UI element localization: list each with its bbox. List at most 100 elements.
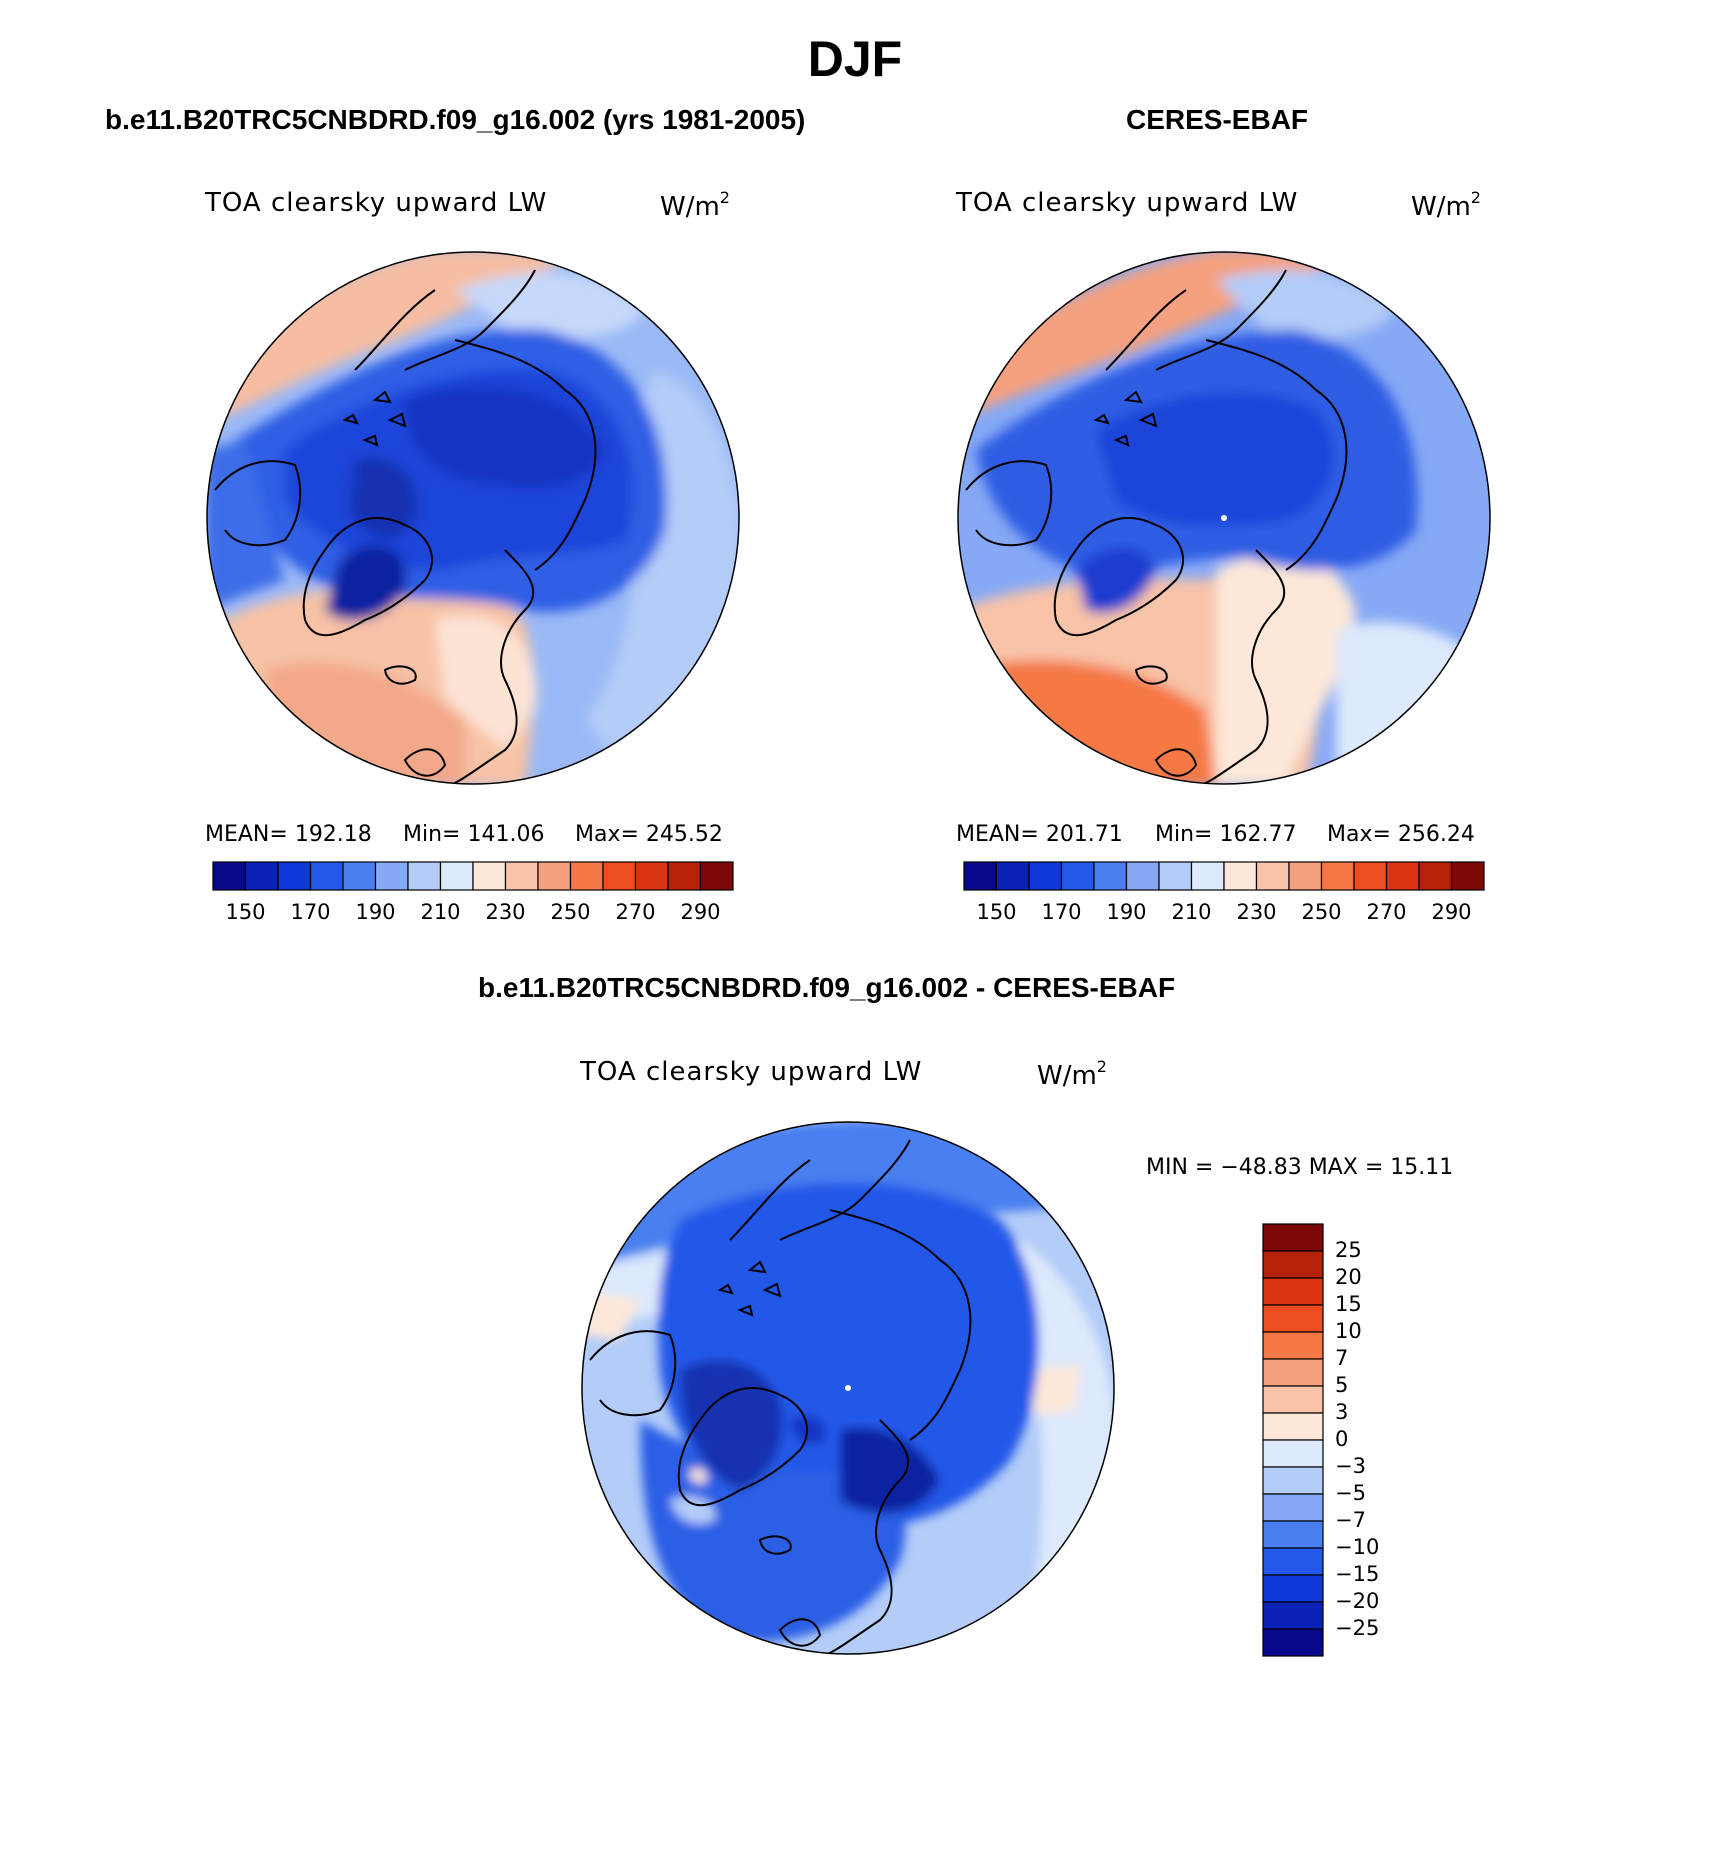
colorbar-tick-label: 7 [1335, 1346, 1349, 1370]
colorbar-swatch [1262, 1385, 1324, 1414]
obs-panel-title: CERES-EBAF [1126, 104, 1309, 135]
colorbar-swatch [1262, 1250, 1324, 1279]
colorbar-swatch [1262, 1520, 1324, 1549]
model-panel-title: b.e11.B20TRC5CNBDRD.f09_g16.002 (yrs 198… [105, 104, 806, 135]
colorbar-swatch [504, 861, 539, 891]
colorbar-tick-label: 250 [1301, 900, 1342, 924]
colorbar-swatch [407, 861, 442, 891]
colorbar-swatch [1125, 861, 1160, 891]
colorbar-swatch [569, 861, 604, 891]
obs-mean-stat: MEAN= 201.71 [956, 822, 1123, 847]
obs-max-stat: Max= 256.24 [1327, 822, 1475, 847]
colorbar-swatch [1093, 861, 1128, 891]
colorbar-swatch [1262, 1601, 1324, 1630]
colorbar-swatch [1190, 861, 1225, 891]
diff-minmax-label: MIN = −48.83 MAX = 15.11 [1146, 1155, 1454, 1180]
diff-colorbar [1262, 1223, 1324, 1657]
colorbar-tick-label: 15 [1335, 1292, 1362, 1316]
colorbar-swatch [439, 861, 474, 891]
model-mean-stat: MEAN= 192.18 [205, 822, 372, 847]
colorbar-swatch [1262, 1547, 1324, 1576]
colorbar-tick-label: 3 [1335, 1400, 1349, 1424]
colorbar-swatch [634, 861, 669, 891]
colorbar-tick-label: 5 [1335, 1373, 1349, 1397]
colorbar-swatch [1262, 1412, 1324, 1441]
colorbar-swatch [1418, 861, 1453, 891]
colorbar-swatch [1353, 861, 1388, 891]
colorbar-swatch [1060, 861, 1095, 891]
colorbar-tick-label: 25 [1335, 1238, 1362, 1262]
colorbar-tick-label: 170 [1041, 900, 1082, 924]
colorbar-swatch [1262, 1331, 1324, 1360]
obs-polar-map [957, 251, 1491, 785]
colorbar-swatch [1262, 1574, 1324, 1603]
obs-min-stat: Min= 162.77 [1155, 822, 1297, 847]
colorbar-tick-label: 150 [976, 900, 1017, 924]
colorbar-swatch [995, 861, 1030, 891]
colorbar-tick-label: 0 [1335, 1427, 1349, 1451]
colorbar-swatch [1158, 861, 1193, 891]
colorbar-swatch [1223, 861, 1258, 891]
colorbar-swatch [1320, 861, 1355, 891]
colorbar-swatch [1262, 1439, 1324, 1468]
diff-units-label: W/m2 [1037, 1057, 1107, 1091]
colorbar-swatch [212, 861, 247, 891]
colorbar-swatch [1262, 1466, 1324, 1495]
colorbar-swatch [602, 861, 637, 891]
colorbar-swatch [244, 861, 279, 891]
colorbar-swatch [277, 861, 312, 891]
colorbar-swatch [1262, 1628, 1324, 1657]
colorbar-swatch [1450, 861, 1485, 891]
colorbar-tick-label: 270 [1366, 900, 1407, 924]
colorbar-swatch [1262, 1304, 1324, 1333]
colorbar-swatch [699, 861, 734, 891]
colorbar-swatch [342, 861, 377, 891]
diff-panel-title: b.e11.B20TRC5CNBDRD.f09_g16.002 - CERES-… [478, 972, 1176, 1003]
colorbar-tick-label: 290 [1431, 900, 1472, 924]
colorbar-tick-label: −10 [1335, 1535, 1380, 1559]
diff-polar-map [581, 1121, 1115, 1655]
colorbar-tick-label: 210 [1171, 900, 1212, 924]
colorbar-swatch [309, 861, 344, 891]
colorbar-tick-label: 290 [680, 900, 721, 924]
obs-units-label: W/m2 [1411, 188, 1481, 222]
colorbar-tick-label: 20 [1335, 1265, 1362, 1289]
colorbar-swatch [374, 861, 409, 891]
colorbar-tick-label: 270 [615, 900, 656, 924]
model-units-label: W/m2 [660, 188, 730, 222]
model-variable-label: TOA clearsky upward LW [205, 188, 548, 218]
colorbar-tick-label: 210 [420, 900, 461, 924]
colorbar-tick-label: −7 [1335, 1508, 1366, 1532]
colorbar-tick-label: 190 [1106, 900, 1147, 924]
colorbar-tick-label: −15 [1335, 1562, 1380, 1586]
colorbar-swatch [963, 861, 998, 891]
colorbar-swatch [1262, 1493, 1324, 1522]
colorbar-tick-label: 190 [355, 900, 396, 924]
model-colorbar [212, 861, 734, 891]
colorbar-swatch [1262, 1223, 1324, 1252]
colorbar-swatch [1255, 861, 1290, 891]
model-min-stat: Min= 141.06 [403, 822, 545, 847]
colorbar-tick-label: −5 [1335, 1481, 1366, 1505]
colorbar-tick-label: 230 [1236, 900, 1277, 924]
colorbar-tick-label: 250 [550, 900, 591, 924]
colorbar-swatch [1028, 861, 1063, 891]
colorbar-tick-label: −20 [1335, 1589, 1380, 1613]
colorbar-swatch [1262, 1277, 1324, 1306]
obs-variable-label: TOA clearsky upward LW [956, 188, 1299, 218]
colorbar-tick-label: −3 [1335, 1454, 1366, 1478]
colorbar-swatch [667, 861, 702, 891]
colorbar-tick-label: −25 [1335, 1616, 1380, 1640]
colorbar-tick-label: 10 [1335, 1319, 1362, 1343]
colorbar-tick-label: 150 [225, 900, 266, 924]
colorbar-swatch [1288, 861, 1323, 891]
model-max-stat: Max= 245.52 [575, 822, 723, 847]
obs-colorbar [963, 861, 1485, 891]
colorbar-swatch [1385, 861, 1420, 891]
page-title: DJF [807, 31, 903, 87]
colorbar-swatch [537, 861, 572, 891]
model-polar-map [206, 251, 740, 785]
diff-variable-label: TOA clearsky upward LW [580, 1057, 923, 1087]
colorbar-swatch [1262, 1358, 1324, 1387]
colorbar-tick-label: 230 [485, 900, 526, 924]
